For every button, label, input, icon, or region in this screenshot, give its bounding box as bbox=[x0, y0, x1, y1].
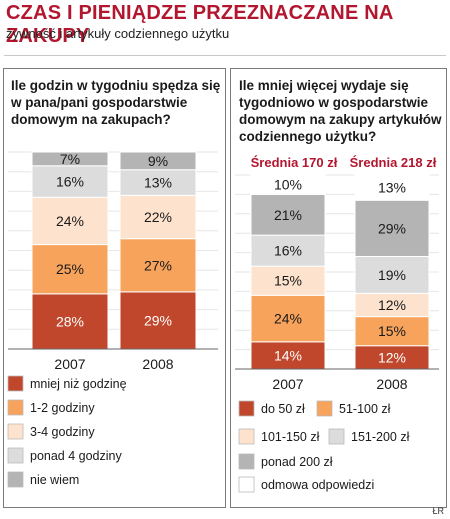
bar-segment-2008-4 bbox=[354, 255, 430, 294]
legend-swatch-5 bbox=[238, 453, 255, 470]
value-label-2008-5: 9% bbox=[148, 153, 168, 169]
left-title-line-3: domowym na zakupach? bbox=[11, 112, 171, 127]
bar-segment-2008-5 bbox=[119, 151, 197, 171]
legend-label-4: ponad 4 godziny bbox=[30, 449, 122, 463]
value-label-2007-4: 16% bbox=[56, 174, 84, 190]
left-title-line-2: w pana/pani gospodarstwie bbox=[11, 95, 188, 110]
value-label-2007-4: 16% bbox=[274, 243, 302, 259]
value-label-2007-3: 15% bbox=[274, 273, 302, 289]
bar-segment-2007-2 bbox=[31, 244, 109, 295]
bar-segment-2007-4 bbox=[250, 234, 326, 267]
right-title-line-4: codziennego użytku? bbox=[239, 129, 377, 144]
legend-swatch-4 bbox=[328, 428, 345, 445]
legend-label-1: mniej niż godzinę bbox=[30, 377, 127, 391]
right-title-line-2: tygodniowo w gospodarstwie bbox=[239, 95, 428, 110]
value-label-2007-1: 28% bbox=[56, 313, 84, 329]
value-label-2007-2: 24% bbox=[274, 311, 302, 327]
value-label-2008-4: 13% bbox=[144, 175, 172, 191]
legend-label-3: 3-4 godziny bbox=[30, 425, 95, 439]
bar-segment-2007-2 bbox=[250, 294, 326, 343]
value-label-2008-5: 29% bbox=[378, 220, 406, 236]
bar-segment-2007-1 bbox=[250, 341, 326, 370]
category-label-2008: 2008 bbox=[376, 376, 407, 392]
left-panel: Ile godzin w tygodniu spędza się w pana/… bbox=[3, 68, 226, 508]
value-label-2008-3: 12% bbox=[378, 297, 406, 313]
right-title-line-3: domowym na zakupy artykułów bbox=[239, 112, 442, 127]
bar-segment-2007-3 bbox=[250, 265, 326, 296]
legend-label-6: odmowa odpowiedzi bbox=[261, 478, 374, 492]
bar-segment-2008-6 bbox=[354, 174, 430, 201]
value-label-2008-3: 22% bbox=[144, 209, 172, 225]
bar-segment-2008-3 bbox=[119, 194, 197, 240]
bar-segment-2008-2 bbox=[354, 316, 430, 347]
legend-swatch-1 bbox=[7, 375, 24, 392]
value-label-2007-3: 24% bbox=[56, 213, 84, 229]
legend-label-5: ponad 200 zł bbox=[261, 455, 333, 469]
bar-segment-2008-5 bbox=[354, 199, 430, 257]
average-2008: Średnia 218 zł bbox=[349, 155, 437, 170]
right-title-line-1: Ile mniej więcej wydaje się bbox=[239, 78, 409, 93]
right-bar-chart: 14% 24% 15% 16% 21% 10% 2007 12% 15% 12% 19% 29% 13%… bbox=[235, 174, 439, 493]
legend-swatch-1 bbox=[238, 400, 255, 417]
right-panel: Ile mniej więcej wydaje się tygodniowo w… bbox=[230, 68, 447, 508]
bar-segment-2007-4 bbox=[31, 165, 109, 198]
value-label-2008-2: 27% bbox=[144, 257, 172, 273]
legend-label-2: 1-2 godziny bbox=[30, 401, 95, 415]
value-label-2007-2: 25% bbox=[56, 261, 84, 277]
legend-swatch-3 bbox=[7, 423, 24, 440]
value-label-2007-1: 14% bbox=[274, 347, 302, 363]
category-label-2008: 2008 bbox=[142, 356, 173, 372]
left-bar-chart: 28% 25% 24% 16% 7% 2007 29% 27% 22% 13% 9% 2008 mnie… bbox=[7, 151, 218, 488]
bar-segment-2008-2 bbox=[119, 238, 197, 293]
legend-label-2: 51-100 zł bbox=[339, 402, 391, 416]
chart-title: CZAS I PIENIĄDZE PRZEZNACZANE NA ZAKUPY bbox=[6, 2, 393, 47]
bar-segment-2007-5 bbox=[250, 193, 326, 236]
legend-label-4: 151-200 zł bbox=[351, 430, 410, 444]
left-panel-title: Ile godzin w tygodniu spędza się w pana/… bbox=[11, 77, 223, 128]
legend-swatch-2 bbox=[7, 399, 24, 416]
legend-swatch-2 bbox=[316, 400, 333, 417]
bar-segment-2007-3 bbox=[31, 196, 109, 246]
bar-segment-2008-4 bbox=[119, 169, 197, 196]
legend-swatch-3 bbox=[238, 428, 255, 445]
value-label-2008-2: 15% bbox=[378, 323, 406, 339]
value-label-2008-1: 29% bbox=[144, 312, 172, 328]
value-label-2007-5: 7% bbox=[60, 151, 80, 167]
bar-segment-2007-6 bbox=[250, 174, 326, 195]
value-label-2007-5: 21% bbox=[274, 207, 302, 223]
legend-label-5: nie wiem bbox=[30, 473, 79, 487]
author-credit: ŁR bbox=[432, 506, 444, 516]
value-label-2008-4: 19% bbox=[378, 267, 406, 283]
category-label-2007: 2007 bbox=[54, 356, 85, 372]
legend-label-1: do 50 zł bbox=[261, 402, 305, 416]
bar-segment-2008-1 bbox=[119, 291, 197, 350]
left-title-line-1: Ile godzin w tygodniu spędza się bbox=[11, 78, 221, 93]
legend-label-3: 101-150 zł bbox=[261, 430, 320, 444]
legend-swatch-5 bbox=[7, 471, 24, 488]
legend-swatch-6 bbox=[238, 476, 255, 493]
value-label-2008-6: 13% bbox=[378, 180, 406, 196]
header-divider bbox=[4, 55, 446, 56]
bar-segment-2007-5 bbox=[31, 151, 109, 167]
value-label-2007-6: 10% bbox=[274, 177, 302, 193]
average-2007: Średnia 170 zł bbox=[250, 155, 338, 170]
right-panel-title: Ile mniej więcej wydaje się tygodniowo w… bbox=[239, 77, 445, 145]
value-label-2008-1: 12% bbox=[378, 349, 406, 365]
chart-subtitle: żywność i artykuły codziennego użytku bbox=[6, 26, 230, 41]
legend-swatch-4 bbox=[7, 447, 24, 464]
category-label-2007: 2007 bbox=[272, 376, 303, 392]
